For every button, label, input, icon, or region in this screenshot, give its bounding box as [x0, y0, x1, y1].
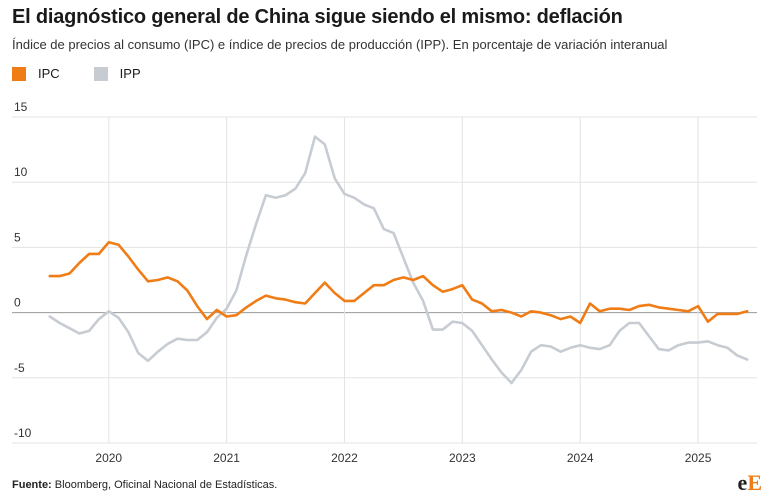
- x-tick-label: 2023: [449, 451, 476, 465]
- y-tick-label: 15: [14, 100, 28, 114]
- series-lines: [48, 135, 749, 385]
- y-axis-ticks: 15 10 5 0 -5 -10: [14, 100, 32, 440]
- series-line-ipc[interactable]: [48, 240, 749, 325]
- legend: IPC IPP: [12, 66, 175, 81]
- x-tick-label: 2024: [567, 451, 594, 465]
- source-text: Bloomberg, Oficinal Nacional de Estadíst…: [54, 479, 278, 491]
- x-axis-ticks: 2020 2021 2022 2023 2024 2025: [95, 451, 711, 465]
- legend-swatch-ipc: [12, 66, 26, 81]
- x-tick-label: 2020: [95, 451, 122, 465]
- x-tick-label: 2025: [685, 451, 712, 465]
- legend-label-ipc: IPC: [38, 66, 60, 81]
- y-tick-label: 0: [14, 296, 21, 310]
- y-tick-label: -5: [14, 361, 25, 375]
- legend-item-ipc[interactable]: IPC: [12, 66, 60, 81]
- legend-item-ipp[interactable]: IPP: [93, 66, 141, 81]
- y-tick-label: 10: [14, 165, 28, 179]
- series-line-ipp[interactable]: [48, 135, 749, 385]
- x-tick-label: 2022: [331, 451, 358, 465]
- chart-subtitle: Índice de precios al consumo (IPC) e índ…: [12, 37, 668, 52]
- y-tick-label: 5: [14, 230, 21, 244]
- legend-label-ipp: IPP: [119, 66, 141, 81]
- chart-title: El diagnóstico general de China sigue si…: [12, 6, 623, 28]
- x-tick-label: 2021: [213, 451, 240, 465]
- source-label: Fuente:: [12, 479, 52, 491]
- source-note: Fuente: Bloomberg, Oficinal Nacional de …: [12, 479, 277, 491]
- y-tick-label: -10: [14, 426, 32, 440]
- publisher-logo: eE: [737, 470, 762, 495]
- legend-swatch-ipp: [93, 66, 108, 81]
- grid: [12, 116, 757, 444]
